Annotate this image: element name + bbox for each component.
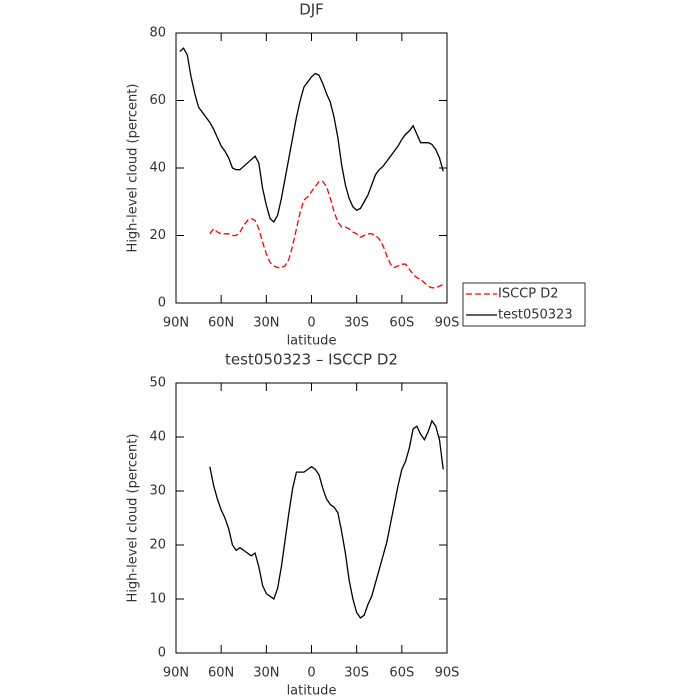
y-tick-label: 30 [149, 484, 166, 499]
y-tick-label: 10 [149, 592, 166, 607]
y-tick-label: 0 [158, 646, 166, 661]
y-tick-label: 40 [149, 161, 166, 176]
chart-title: DJF [299, 1, 324, 19]
y-axis-label: High-level cloud (percent) [126, 434, 141, 603]
chart-title: test050323 – ISCCP D2 [225, 351, 398, 369]
x-tick-label: 60N [208, 666, 234, 681]
legend-box [462, 282, 586, 327]
x-tick-label: 30S [344, 316, 369, 331]
x-tick-label: 90N [163, 316, 189, 331]
x-tick-label: 90S [435, 666, 460, 681]
series-line [209, 180, 444, 289]
y-tick-label: 80 [149, 26, 166, 41]
series-line [179, 47, 444, 224]
y-axis-label: High-level cloud (percent) [126, 84, 141, 253]
x-tick-label: 30N [253, 316, 279, 331]
x-tick-label: 90N [163, 666, 189, 681]
y-tick-label: 20 [149, 228, 166, 243]
x-tick-label: 30N [253, 666, 279, 681]
x-axis-label: latitude [287, 334, 337, 349]
plot-frame [175, 382, 448, 654]
x-tick-label: 60N [208, 316, 234, 331]
x-tick-label: 30S [344, 666, 369, 681]
series-line [209, 419, 444, 619]
x-tick-label: 0 [307, 666, 315, 681]
legend-label: test050323 [498, 308, 573, 323]
x-axis-label: latitude [287, 684, 337, 699]
x-tick-label: 60S [389, 666, 414, 681]
x-tick-label: 0 [307, 316, 315, 331]
y-tick-label: 20 [149, 538, 166, 553]
y-tick-label: 60 [149, 93, 166, 108]
x-tick-label: 60S [389, 316, 414, 331]
y-tick-label: 40 [149, 430, 166, 445]
plot-frame [175, 32, 448, 304]
y-tick-label: 50 [149, 376, 166, 391]
legend-label: ISCCP D2 [498, 287, 559, 302]
x-tick-label: 90S [435, 316, 460, 331]
y-tick-label: 0 [158, 296, 166, 311]
